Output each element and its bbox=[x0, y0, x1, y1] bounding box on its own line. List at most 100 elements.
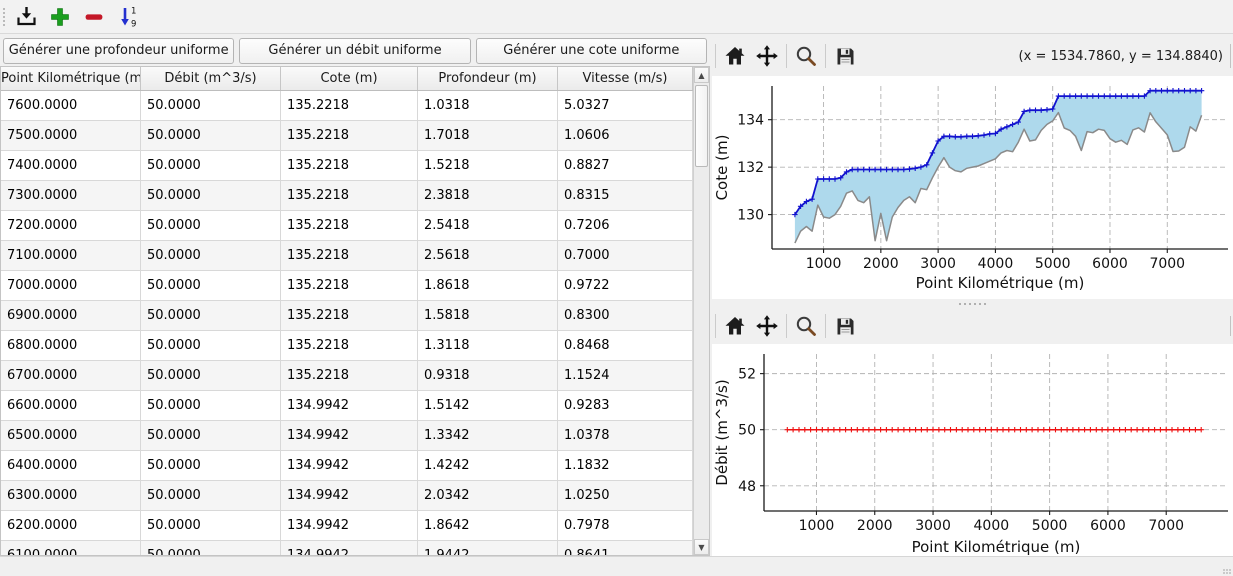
table-cell[interactable]: 135.2218 bbox=[281, 181, 418, 211]
table-cell[interactable]: 1.1524 bbox=[558, 361, 693, 391]
table-cell[interactable]: 0.7000 bbox=[558, 241, 693, 271]
table-cell[interactable]: 1.8618 bbox=[418, 271, 558, 301]
table-cell[interactable]: 0.9722 bbox=[558, 271, 693, 301]
table-row[interactable]: 6500.0000 50.0000 134.9942 1.3342 1.0378 bbox=[1, 421, 693, 451]
table-cell[interactable]: 135.2218 bbox=[281, 151, 418, 181]
table-cell[interactable]: 2.5618 bbox=[418, 241, 558, 271]
table-cell[interactable]: 7000.0000 bbox=[1, 271, 141, 301]
table-cell[interactable]: 6800.0000 bbox=[1, 331, 141, 361]
table-row[interactable]: 6700.0000 50.0000 135.2218 0.9318 1.1524 bbox=[1, 361, 693, 391]
table-cell[interactable]: 0.8827 bbox=[558, 151, 693, 181]
table-cell[interactable]: 5.0327 bbox=[558, 91, 693, 121]
column-header[interactable]: Cote (m) bbox=[281, 67, 418, 90]
import-icon[interactable] bbox=[11, 3, 41, 31]
column-header[interactable]: Point Kilométrique (m) bbox=[1, 67, 141, 90]
table-cell[interactable]: 1.0606 bbox=[558, 121, 693, 151]
sort-numeric-icon[interactable]: 1 9 bbox=[113, 3, 143, 31]
table-row[interactable]: 6600.0000 50.0000 134.9942 1.5142 0.9283 bbox=[1, 391, 693, 421]
table-cell[interactable]: 0.8315 bbox=[558, 181, 693, 211]
home-icon[interactable] bbox=[719, 41, 751, 71]
table-cell[interactable]: 0.8300 bbox=[558, 301, 693, 331]
table-cell[interactable]: 1.5142 bbox=[418, 391, 558, 421]
home-icon[interactable] bbox=[719, 311, 751, 341]
table-cell[interactable]: 1.8642 bbox=[418, 511, 558, 541]
table-row[interactable]: 7300.0000 50.0000 135.2218 2.3818 0.8315 bbox=[1, 181, 693, 211]
table-cell[interactable]: 135.2218 bbox=[281, 271, 418, 301]
table-cell[interactable]: 134.9942 bbox=[281, 451, 418, 481]
table-cell[interactable]: 50.0000 bbox=[141, 481, 281, 511]
zoom-icon[interactable] bbox=[790, 311, 822, 341]
table-cell[interactable]: 50.0000 bbox=[141, 361, 281, 391]
table-cell[interactable]: 6900.0000 bbox=[1, 301, 141, 331]
table-row[interactable]: 6400.0000 50.0000 134.9942 1.4242 1.1832 bbox=[1, 451, 693, 481]
table-cell[interactable]: 0.8641 bbox=[558, 541, 693, 555]
table-cell[interactable]: 0.9318 bbox=[418, 361, 558, 391]
table-cell[interactable]: 50.0000 bbox=[141, 181, 281, 211]
table-cell[interactable]: 50.0000 bbox=[141, 151, 281, 181]
table-cell[interactable]: 7300.0000 bbox=[1, 181, 141, 211]
table-cell[interactable]: 1.0250 bbox=[558, 481, 693, 511]
table-cell[interactable]: 50.0000 bbox=[141, 421, 281, 451]
table-row[interactable]: 7200.0000 50.0000 135.2218 2.5418 0.7206 bbox=[1, 211, 693, 241]
table-cell[interactable]: 50.0000 bbox=[141, 541, 281, 555]
zoom-icon[interactable] bbox=[790, 41, 822, 71]
table-scrollbar[interactable]: ▲ ▼ bbox=[693, 67, 709, 555]
table-row[interactable]: 7500.0000 50.0000 135.2218 1.7018 1.0606 bbox=[1, 121, 693, 151]
table-cell[interactable]: 50.0000 bbox=[141, 391, 281, 421]
table-cell[interactable]: 1.9442 bbox=[418, 541, 558, 555]
table-cell[interactable]: 0.7206 bbox=[558, 211, 693, 241]
table-cell[interactable]: 50.0000 bbox=[141, 91, 281, 121]
table-cell[interactable]: 2.3818 bbox=[418, 181, 558, 211]
table-row[interactable]: 7100.0000 50.0000 135.2218 2.5618 0.7000 bbox=[1, 241, 693, 271]
table-cell[interactable]: 6700.0000 bbox=[1, 361, 141, 391]
save-icon[interactable] bbox=[829, 311, 861, 341]
table-cell[interactable]: 2.5418 bbox=[418, 211, 558, 241]
column-header[interactable]: Profondeur (m) bbox=[418, 67, 558, 90]
table-cell[interactable]: 6600.0000 bbox=[1, 391, 141, 421]
table-cell[interactable]: 1.1832 bbox=[558, 451, 693, 481]
window-resize-grip[interactable] bbox=[1222, 568, 1231, 574]
table-cell[interactable]: 50.0000 bbox=[141, 451, 281, 481]
table-row[interactable]: 6900.0000 50.0000 135.2218 1.5818 0.8300 bbox=[1, 301, 693, 331]
table-cell[interactable]: 134.9942 bbox=[281, 421, 418, 451]
remove-row-icon[interactable] bbox=[79, 3, 109, 31]
pan-icon[interactable] bbox=[751, 311, 783, 341]
table-cell[interactable]: 135.2218 bbox=[281, 91, 418, 121]
plots-splitter-handle[interactable] bbox=[712, 299, 1233, 308]
table-row[interactable]: 6200.0000 50.0000 134.9942 1.8642 0.7978 bbox=[1, 511, 693, 541]
column-header[interactable]: Débit (m^3/s) bbox=[141, 67, 281, 90]
table-cell[interactable]: 6400.0000 bbox=[1, 451, 141, 481]
table-cell[interactable]: 1.7018 bbox=[418, 121, 558, 151]
table-cell[interactable]: 0.8468 bbox=[558, 331, 693, 361]
table-cell[interactable]: 134.9942 bbox=[281, 481, 418, 511]
table-cell[interactable]: 134.9942 bbox=[281, 541, 418, 555]
table-cell[interactable]: 7100.0000 bbox=[1, 241, 141, 271]
table-row[interactable]: 6800.0000 50.0000 135.2218 1.3118 0.8468 bbox=[1, 331, 693, 361]
table-cell[interactable]: 134.9942 bbox=[281, 391, 418, 421]
toolbar-drag-handle[interactable] bbox=[0, 7, 9, 26]
scrollbar-thumb[interactable] bbox=[695, 85, 708, 167]
table-cell[interactable]: 1.4242 bbox=[418, 451, 558, 481]
table-row[interactable]: 7600.0000 50.0000 135.2218 1.0318 5.0327 bbox=[1, 91, 693, 121]
table-cell[interactable]: 50.0000 bbox=[141, 301, 281, 331]
generate-uniform-flow-button[interactable]: Générer un débit uniforme bbox=[239, 38, 471, 64]
table-cell[interactable]: 7200.0000 bbox=[1, 211, 141, 241]
table-cell[interactable]: 6500.0000 bbox=[1, 421, 141, 451]
table-cell[interactable]: 50.0000 bbox=[141, 211, 281, 241]
table-cell[interactable]: 7400.0000 bbox=[1, 151, 141, 181]
generate-uniform-elevation-button[interactable]: Générer une cote uniforme bbox=[475, 38, 707, 64]
table-cell[interactable]: 135.2218 bbox=[281, 241, 418, 271]
table-cell[interactable]: 50.0000 bbox=[141, 511, 281, 541]
table-cell[interactable]: 1.3118 bbox=[418, 331, 558, 361]
table-cell[interactable]: 135.2218 bbox=[281, 301, 418, 331]
pan-icon[interactable] bbox=[751, 41, 783, 71]
scrollbar-up-icon[interactable]: ▲ bbox=[694, 67, 709, 83]
table-cell[interactable]: 134.9942 bbox=[281, 511, 418, 541]
table-cell[interactable]: 0.7978 bbox=[558, 511, 693, 541]
table-row[interactable]: 7000.0000 50.0000 135.2218 1.8618 0.9722 bbox=[1, 271, 693, 301]
scrollbar-down-icon[interactable]: ▼ bbox=[694, 539, 709, 555]
table-cell[interactable]: 135.2218 bbox=[281, 121, 418, 151]
table-cell[interactable]: 1.0318 bbox=[418, 91, 558, 121]
debit-profile-chart[interactable]: 1000 2000 3000 4000 5000 6000 7000 48 50 52 Point … bbox=[712, 344, 1233, 563]
